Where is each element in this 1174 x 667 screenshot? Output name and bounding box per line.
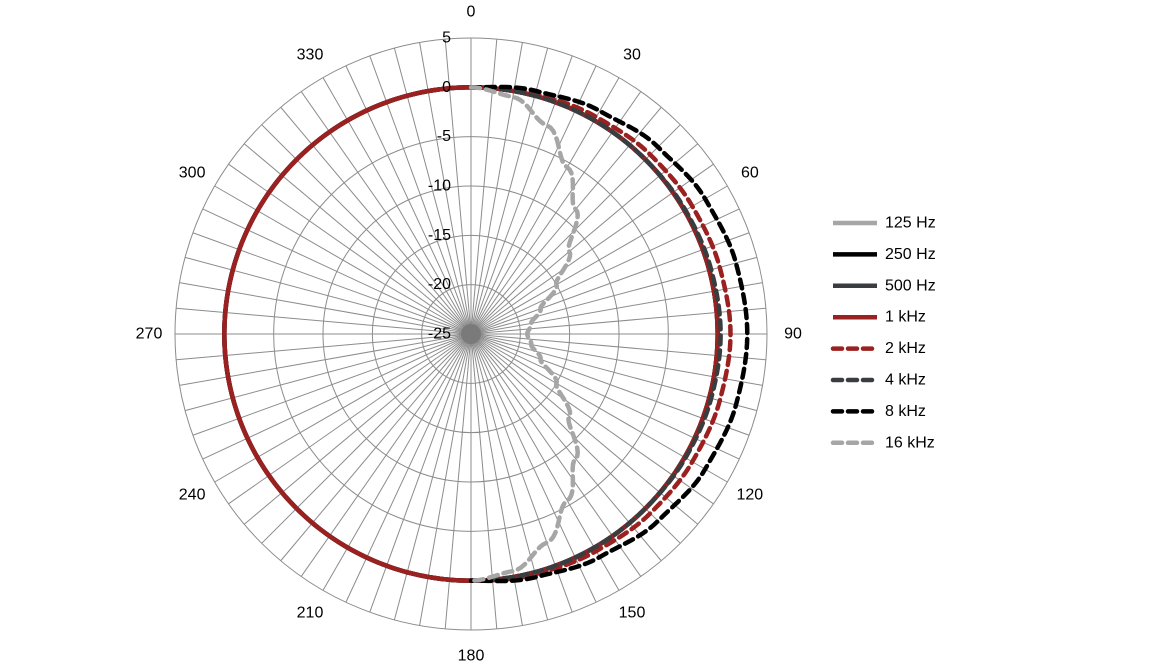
radial-tick-label: -20: [428, 276, 451, 293]
grid-spoke: [470, 208, 740, 335]
polar-grid: [174, 37, 768, 631]
grid-spoke: [369, 55, 472, 335]
legend-label: 16 kHz: [885, 434, 935, 451]
series-layer: [222, 84, 750, 584]
grid-spoke: [470, 333, 750, 436]
angle-tick-label: 240: [179, 487, 206, 504]
series-line-6: [468, 84, 750, 584]
legend-label: 1 kHz: [885, 309, 926, 326]
radial-tick-label: -15: [428, 227, 451, 244]
angle-tick-label: 60: [741, 165, 759, 182]
series-line-7: [468, 85, 580, 583]
radial-tick-label: -5: [437, 128, 451, 145]
radial-tick-label: -25: [428, 326, 451, 343]
legend-label: 125 Hz: [885, 215, 936, 232]
angle-tick-label: 30: [623, 47, 641, 64]
grid-spoke: [202, 333, 472, 460]
radial-tick-label: -10: [428, 178, 451, 195]
angle-tick-label: 270: [136, 326, 163, 343]
legend-label: 4 kHz: [885, 372, 926, 389]
angle-tick-label: 210: [297, 604, 324, 621]
radial-tick-label: 0: [442, 79, 451, 96]
legend: 125 Hz 250 Hz 500 Hz 1 kHz 2 kHz 4 kHz 8 kHz 16…: [830, 215, 936, 451]
grid-spoke: [192, 333, 472, 436]
grid-spoke: [470, 333, 597, 603]
legend-label: 2 kHz: [885, 340, 926, 357]
legend-label: 8 kHz: [885, 403, 926, 420]
angle-tick-label: 90: [784, 326, 802, 343]
grid-spoke: [345, 333, 472, 603]
angle-tick-label: 120: [737, 487, 764, 504]
radial-tick-label: 5: [442, 30, 451, 47]
series-line-5: [468, 85, 723, 583]
grid-spoke: [345, 65, 472, 335]
axis-labels: 030609012015018021024027030033050-5-10-1…: [136, 4, 802, 665]
grid-spoke: [470, 55, 573, 335]
grid-spoke: [470, 232, 750, 335]
angle-tick-label: 150: [619, 604, 646, 621]
legend-label: 500 Hz: [885, 277, 936, 294]
angle-tick-label: 300: [179, 165, 206, 182]
angle-tick-label: 180: [458, 648, 485, 665]
legend-label: 250 Hz: [885, 246, 936, 263]
grid-spoke: [369, 333, 472, 613]
center-hub: [461, 324, 481, 344]
angle-tick-label: 0: [467, 4, 476, 21]
angle-tick-label: 330: [297, 47, 324, 64]
series-line-4: [468, 85, 733, 583]
grid-spoke: [470, 333, 740, 460]
